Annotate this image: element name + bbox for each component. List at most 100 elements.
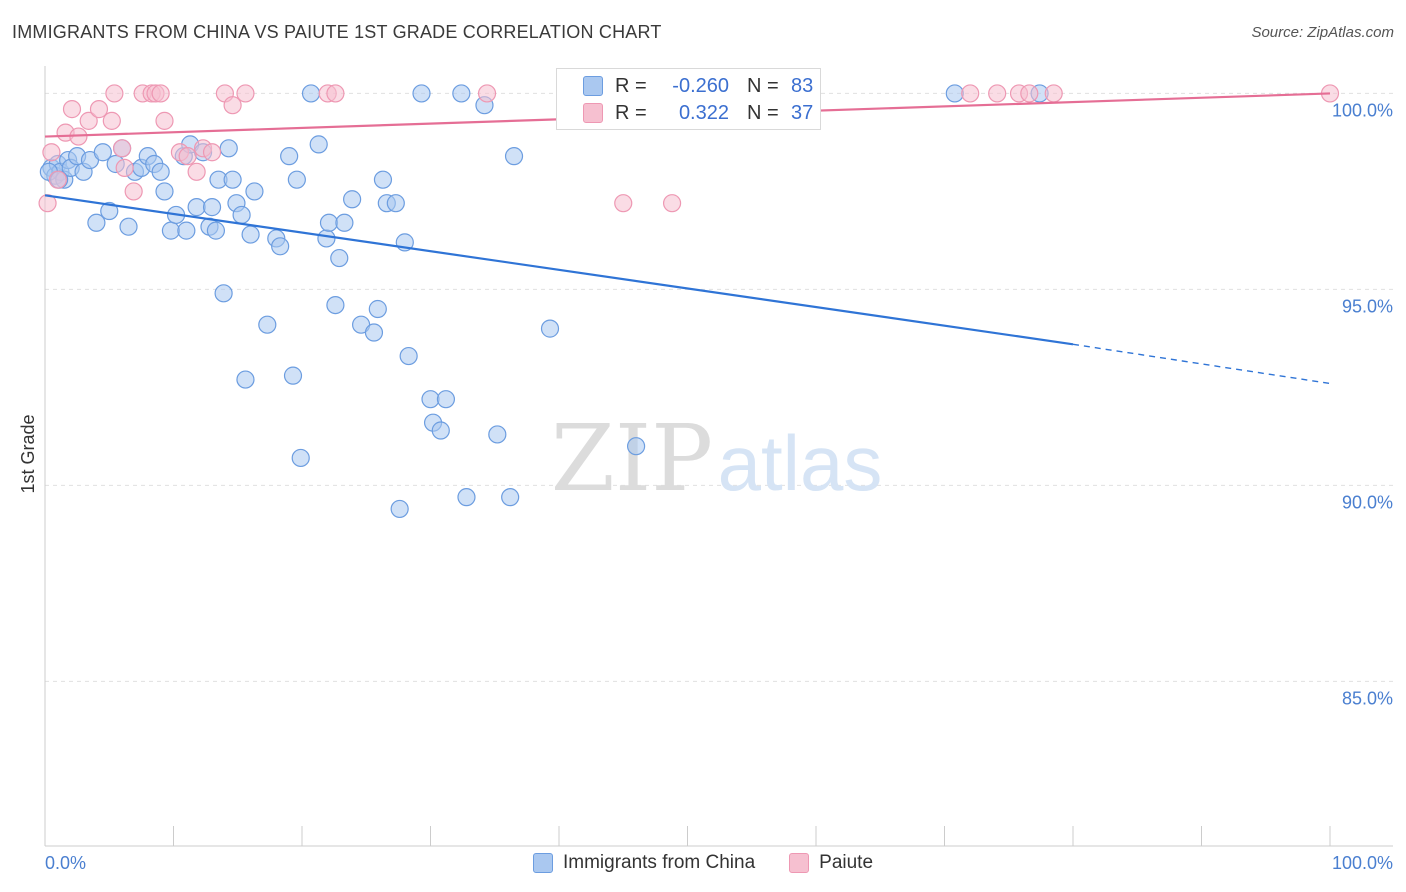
china-point [177, 221, 196, 240]
chart-title: IMMIGRANTS FROM CHINA VS PAIUTE 1ST GRAD… [12, 22, 662, 42]
china-point [457, 488, 476, 507]
legend-item-paiute[interactable]: Paiute [789, 852, 873, 874]
china-point [93, 143, 112, 162]
china-point [283, 366, 303, 385]
paiute-point [48, 170, 67, 189]
china-point [364, 323, 384, 342]
n-label: N = [747, 101, 779, 124]
r-value: -0.260 [672, 74, 729, 97]
paiute-point [326, 84, 345, 103]
china-point [236, 370, 255, 389]
x-tick-label-min: 0.0% [45, 853, 86, 873]
y-tick-label: 95.0% [1342, 296, 1393, 316]
paiute-point [79, 111, 98, 130]
china-point [245, 182, 264, 201]
paiute-point [105, 84, 124, 103]
china-point [343, 190, 362, 209]
china-point [626, 437, 646, 456]
legend-swatch-paiute [789, 853, 810, 873]
china-point [291, 448, 310, 468]
china-trend-extension [1072, 343, 1331, 385]
paiute-point [89, 100, 109, 119]
china-point [202, 198, 222, 217]
trend-lines [44, 92, 1331, 385]
china-point [452, 84, 471, 103]
china-point [241, 225, 260, 244]
legend-item-china[interactable]: Immigrants from China [532, 852, 756, 874]
china-point [187, 198, 206, 217]
paiute-point [236, 84, 255, 103]
china-point [501, 488, 520, 507]
legend-label-paiute: Paiute [819, 852, 874, 873]
china-point [421, 390, 440, 409]
china-point [488, 425, 507, 444]
stats-swatch-china [583, 76, 603, 96]
china-point [412, 84, 431, 103]
china-point [155, 182, 174, 201]
china-point [151, 162, 170, 181]
n-value: 83 [791, 74, 814, 97]
tick-labels: 100.0% 95.0% 90.0% 85.0% 0.0% 100.0% [45, 100, 1393, 873]
china-point [319, 213, 339, 232]
stats-row-paiute: R = 0.322 N = 37 [557, 100, 813, 126]
china-point [219, 139, 238, 158]
legend-swatch-china [532, 853, 553, 873]
y-tick-label: 100.0% [1332, 100, 1393, 120]
china-point [100, 201, 119, 221]
x-tick-label-max: 100.0% [1332, 853, 1393, 873]
china-point [540, 319, 560, 338]
paiute-point [42, 143, 61, 162]
paiute-point [112, 139, 132, 158]
paiute-point [124, 182, 143, 201]
watermark: ZIP atlas [551, 405, 882, 512]
china-point [399, 346, 418, 366]
china-point [317, 229, 336, 248]
stats-row-china: R = -0.260 N = 83 [557, 73, 813, 99]
paiute-point [102, 111, 121, 130]
paiute-point [662, 194, 682, 213]
paiute-point [151, 84, 170, 103]
paiute-point [178, 147, 197, 166]
china-point [206, 221, 226, 240]
correlation-stats-box: R = -0.260 N = 83 R = 0.322 N = 37 [556, 68, 821, 130]
r-label: R = [615, 74, 647, 97]
china-point [373, 170, 393, 189]
data-points [38, 84, 1340, 519]
china-point [390, 499, 409, 519]
china-point [161, 221, 181, 240]
china-point [330, 248, 349, 268]
china-point [280, 147, 299, 166]
china-point [271, 237, 290, 256]
paiute-point [155, 111, 174, 130]
china-point [386, 194, 405, 213]
r-value: 0.322 [678, 101, 729, 124]
y-axis-label: 1st Grade [18, 414, 38, 493]
watermark-zip: ZIP [551, 405, 713, 512]
china-point [258, 315, 277, 334]
china-point [287, 170, 306, 189]
r-label: R = [615, 101, 647, 124]
paiute-point [1020, 84, 1039, 103]
china-point [326, 295, 345, 315]
china-point [945, 84, 964, 103]
paiute-point [62, 100, 82, 119]
china-point [232, 205, 251, 225]
y-tick-label: 85.0% [1342, 688, 1393, 708]
legend-label-china: Immigrants from China [562, 852, 756, 873]
china-point [436, 390, 456, 409]
paiute-point [614, 194, 633, 213]
china-point [223, 170, 242, 189]
paiute-point [477, 84, 497, 103]
china-point [87, 213, 106, 232]
china-trend-line [44, 194, 1074, 346]
china-point [119, 217, 138, 236]
y-tick-label: 90.0% [1342, 492, 1393, 512]
paiute-point [988, 84, 1007, 103]
china-point [214, 284, 233, 303]
chart-legend: Immigrants from China Paiute [0, 852, 1406, 874]
china-point [368, 299, 387, 319]
china-point [301, 84, 321, 103]
china-point [504, 147, 524, 166]
paiute-point [1044, 84, 1063, 103]
